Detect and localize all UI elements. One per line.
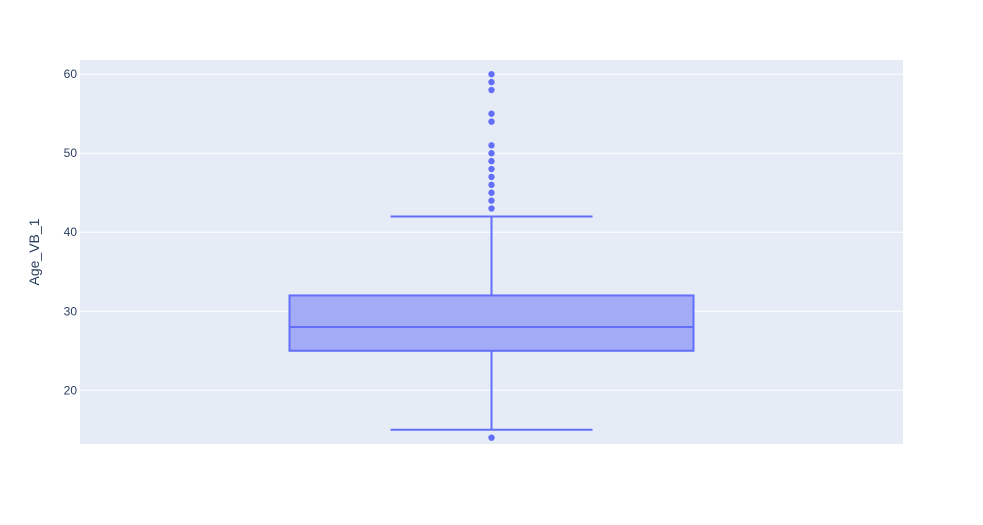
- outlier-point: [488, 86, 495, 94]
- y-axis-label: Age_VB_1: [26, 218, 42, 285]
- y-tick-label: 30: [64, 304, 78, 318]
- outlier-point: [488, 71, 495, 78]
- outlier-point: [488, 434, 495, 441]
- outlier-point: [488, 205, 495, 212]
- y-tick-label: 20: [64, 383, 78, 397]
- outlier-point: [488, 118, 495, 125]
- outlier-point: [488, 165, 495, 173]
- outlier-point: [488, 142, 495, 149]
- iqr-box: [288, 294, 695, 352]
- y-axis-ticks: 20 30 40 50 60: [64, 67, 78, 397]
- y-tick-label: 50: [64, 146, 78, 160]
- box-trace: [288, 71, 695, 441]
- outlier-point: [488, 189, 495, 196]
- outlier-point: [488, 78, 495, 86]
- outlier-point: [488, 181, 495, 189]
- outlier-point: [488, 150, 495, 157]
- outlier-point: [488, 197, 495, 204]
- y-tick-label: 40: [64, 225, 78, 239]
- outlier-point: [488, 157, 495, 165]
- y-tick-label: 60: [64, 67, 78, 81]
- outlier-point: [488, 110, 495, 117]
- outlier-point: [488, 173, 495, 181]
